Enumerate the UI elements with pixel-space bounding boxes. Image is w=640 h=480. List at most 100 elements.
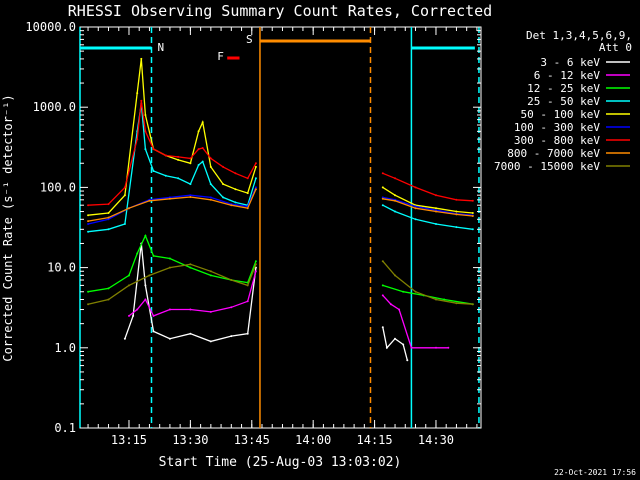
data-point	[136, 252, 139, 255]
series-line-segment	[382, 196, 473, 216]
data-point	[197, 164, 200, 166]
data-point	[209, 183, 212, 186]
data-point	[189, 263, 192, 266]
series-12-25-kev	[87, 234, 474, 306]
data-point	[189, 194, 192, 197]
data-point	[144, 148, 147, 151]
data-point	[87, 303, 90, 306]
series-line-segment	[382, 172, 473, 202]
series-line-segment	[124, 243, 257, 343]
series-line-segment	[88, 103, 257, 233]
data-point	[254, 177, 257, 180]
data-point	[254, 270, 257, 273]
data-point	[389, 303, 392, 306]
legend-label: 7000 - 15000 keV	[494, 160, 600, 173]
data-point	[246, 177, 249, 180]
data-point	[136, 308, 139, 311]
legend-label: 25 - 50 keV	[527, 95, 600, 108]
y-tick-label: 100.0	[40, 180, 76, 194]
series-line-segment	[87, 188, 257, 222]
data-point	[136, 138, 139, 141]
data-point	[471, 199, 474, 202]
data-point	[136, 92, 139, 95]
legend-header-line-2: Att 0	[599, 41, 632, 54]
data-point	[402, 343, 405, 346]
data-point	[254, 263, 257, 266]
y-tick-label: 0.1	[54, 421, 76, 435]
data-point	[189, 196, 192, 198]
data-point	[140, 99, 143, 102]
y-tick-label: 1.0	[54, 341, 76, 355]
data-point	[455, 302, 458, 305]
series-line-segment	[87, 263, 257, 305]
data-point	[435, 223, 437, 225]
data-point	[168, 337, 171, 340]
data-point	[144, 284, 147, 287]
data-point	[254, 188, 257, 191]
data-point	[152, 314, 155, 317]
series-line-segment	[382, 204, 473, 230]
data-point	[414, 205, 417, 208]
data-point	[177, 158, 180, 161]
series-line-segment	[88, 58, 257, 216]
data-point	[435, 346, 437, 349]
data-point	[177, 177, 180, 180]
data-point	[246, 284, 249, 287]
data-point	[123, 194, 126, 197]
data-point	[148, 274, 151, 277]
legend-label: 800 - 7000 keV	[507, 147, 600, 160]
series-100-300-kev	[87, 186, 474, 225]
data-point	[132, 314, 135, 317]
annotations: S F N	[79, 27, 480, 428]
data-point	[381, 294, 384, 297]
data-point	[246, 300, 249, 303]
data-point	[394, 337, 396, 340]
data-point	[87, 214, 90, 217]
data-point	[455, 226, 458, 229]
data-point	[189, 183, 192, 186]
data-point	[123, 223, 126, 225]
data-point	[385, 346, 388, 349]
data-point	[189, 266, 192, 269]
data-point	[189, 332, 192, 335]
data-point	[87, 220, 90, 223]
data-point	[254, 186, 257, 189]
data-point	[471, 303, 474, 306]
data-point	[381, 172, 384, 175]
data-point	[381, 284, 384, 287]
data-point	[144, 130, 147, 133]
data-point	[471, 215, 474, 217]
data-point	[381, 186, 384, 189]
data-point	[189, 308, 192, 311]
series-7000-15000-kev	[87, 260, 474, 306]
series-line-segment	[87, 187, 257, 225]
data-point	[209, 198, 212, 201]
data-point	[406, 359, 409, 362]
flare-label: F	[217, 50, 224, 63]
y-tick-label: 10000.0	[25, 20, 76, 34]
data-point	[254, 260, 257, 263]
data-point	[177, 155, 180, 158]
x-tick-label: 14:00	[295, 433, 331, 447]
data-point	[234, 172, 237, 175]
data-point	[87, 230, 90, 233]
data-point	[394, 194, 396, 197]
data-point	[209, 165, 212, 168]
data-point	[471, 228, 474, 231]
x-tick-label: 13:45	[234, 433, 270, 447]
series-50-100-kev	[87, 57, 474, 217]
data-point	[414, 218, 417, 221]
data-point	[152, 148, 155, 151]
y-axis-label: Corrected Count Rate (s⁻¹ detector⁻¹)	[1, 94, 15, 361]
data-point	[234, 188, 237, 191]
data-point	[222, 165, 225, 168]
legend-label: 12 - 25 keV	[527, 82, 600, 95]
data-point	[197, 148, 200, 151]
data-point	[144, 114, 147, 116]
data-point	[435, 207, 437, 210]
data-point	[168, 197, 171, 200]
data-point	[381, 260, 384, 263]
data-point	[168, 196, 171, 199]
series-line-segment	[382, 294, 449, 349]
data-point	[455, 213, 458, 216]
